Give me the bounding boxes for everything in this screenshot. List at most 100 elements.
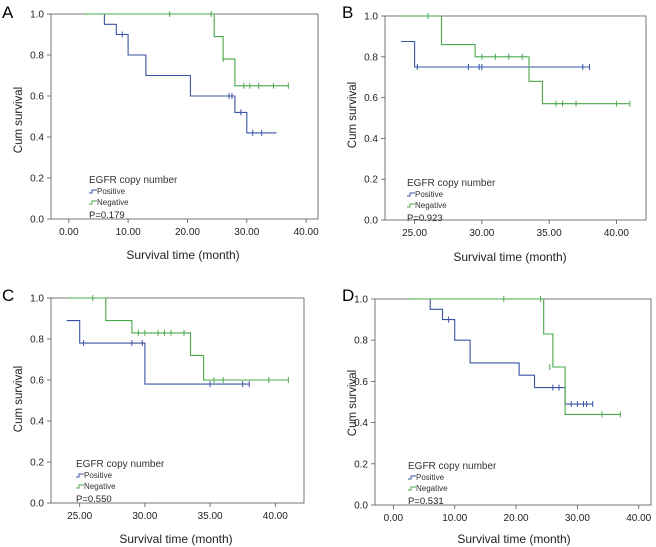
- legend: EGFR copy number Positive Negative: [407, 178, 496, 210]
- y-axis-label: Cum survival: [347, 370, 359, 436]
- panel-letter: B: [342, 3, 353, 22]
- km-curve-positive: [66, 320, 250, 385]
- x-tick-label: 30.00: [234, 227, 259, 238]
- legend-title: EGFR copy number: [407, 178, 496, 189]
- plot-b: 0.0 0.2 0.4 0.6 0.8 1.0 25.00 30.00 35.00 40.00: [364, 12, 647, 239]
- legend: EGFR copy number Positive Negative: [89, 175, 178, 207]
- x-tick-label: 30.00: [469, 228, 494, 239]
- panel-letter: C: [2, 286, 14, 305]
- x-axis-label: Survival time (month): [457, 532, 570, 546]
- legend-positive-swatch: [407, 192, 415, 197]
- x-tick-label: 40.00: [626, 513, 651, 524]
- legend-positive-label: Positive: [97, 187, 126, 196]
- legend-title: EGFR copy number: [408, 461, 497, 472]
- km-curve-positive: [401, 40, 590, 68]
- x-tick-label: 25.00: [402, 228, 427, 239]
- legend: EGFR copy number Positive Negative: [408, 461, 497, 493]
- p-value-text: P=0.923: [407, 213, 443, 224]
- p-value-text: P=0.550: [76, 494, 112, 505]
- panel-letter: A: [2, 3, 14, 22]
- x-tick-label: 40.00: [294, 227, 319, 238]
- panel-d: D Cum survival Survival time (month) EGF…: [342, 286, 571, 546]
- panel-b: B Cum survival Survival time (month) EGF…: [342, 3, 567, 264]
- x-tick-label: 10.00: [442, 513, 467, 524]
- plot-c: 0.0 0.2 0.4 0.6 0.8 1.0 25.00 30.00 35.00 40.00: [30, 294, 305, 522]
- plot-layers: 0.0 0.2 0.4 0.6 0.8 1.0 0.00 10.00 20.00 30.00 40.…: [30, 10, 652, 525]
- y-tick-label: 1.0: [354, 295, 368, 306]
- legend-negative-label: Negative: [84, 482, 116, 491]
- y-tick-label: 0.8: [364, 52, 378, 63]
- y-tick-label: 0.8: [30, 51, 44, 62]
- y-tick-label: 1.0: [30, 10, 44, 21]
- y-tick-label: 0.0: [354, 501, 368, 512]
- plot-d: 0.0 0.2 0.4 0.6 0.8 1.0 0.00 10.00 20.00 30.00 40.…: [354, 295, 652, 525]
- y-tick-label: 1.0: [30, 294, 44, 305]
- x-axis-label: Survival time (month): [126, 248, 239, 262]
- y-tick-label: 0.2: [354, 459, 368, 470]
- x-axis-label: Survival time (month): [453, 250, 566, 264]
- plot-frame: [384, 15, 647, 221]
- y-tick-label: 0.2: [30, 458, 44, 469]
- legend-title: EGFR copy number: [76, 459, 165, 470]
- y-tick-label: 0.6: [354, 377, 368, 388]
- x-tick-label: 30.00: [565, 513, 590, 524]
- km-curve-negative: [408, 298, 621, 415]
- y-tick-label: 0.8: [354, 336, 368, 347]
- y-tick-label: 0.4: [30, 133, 44, 144]
- km-curve-negative: [83, 13, 289, 87]
- y-tick-label: 0.6: [364, 93, 378, 104]
- legend-negative-swatch: [408, 486, 416, 491]
- km-curve-positive: [83, 13, 277, 134]
- legend-positive-label: Positive: [415, 190, 444, 199]
- y-tick-label: 1.0: [364, 12, 378, 23]
- y-tick-label: 0.4: [30, 417, 44, 428]
- x-tick-label: 40.00: [604, 228, 629, 239]
- y-tick-label: 0.4: [354, 418, 368, 429]
- x-axis-label: Survival time (month): [119, 532, 232, 546]
- y-axis-label: Cum survival: [347, 82, 359, 148]
- km-curve-positive: [408, 298, 593, 405]
- p-value-text: P=0.179: [89, 210, 125, 221]
- y-tick-label: 0.2: [364, 175, 378, 186]
- y-tick-label: 0.6: [30, 92, 44, 103]
- plot-frame: [50, 13, 319, 220]
- y-tick-label: 0.0: [30, 215, 44, 226]
- legend-negative-swatch: [89, 200, 97, 205]
- legend-negative-label: Negative: [415, 201, 447, 210]
- legend: EGFR copy number Positive Negative: [76, 459, 165, 491]
- x-tick-label: 40.00: [263, 511, 288, 522]
- y-tick-label: 0.0: [30, 499, 44, 510]
- legend-negative-label: Negative: [416, 484, 448, 493]
- plot-frame: [50, 297, 305, 504]
- legend-positive-swatch: [89, 189, 97, 194]
- x-tick-label: 35.00: [537, 228, 562, 239]
- y-tick-label: 0.6: [30, 376, 44, 387]
- legend-positive-swatch: [408, 475, 416, 480]
- y-axis-label: Cum survival: [13, 366, 25, 432]
- legend-title: EGFR copy number: [89, 175, 178, 186]
- legend-positive-label: Positive: [416, 473, 445, 482]
- x-tick-label: 0.00: [59, 227, 79, 238]
- panel-letter: D: [342, 286, 354, 305]
- legend-negative-label: Negative: [97, 198, 129, 207]
- panel-c: C Cum survival Survival time (month) EGF…: [2, 286, 233, 546]
- legend-positive-swatch: [76, 473, 84, 478]
- x-tick-label: 0.00: [384, 513, 404, 524]
- legend-positive-label: Positive: [84, 471, 113, 480]
- panel-a: A Cum survival Survival time (month) EGF…: [2, 3, 240, 262]
- legend-negative-swatch: [407, 203, 415, 208]
- p-value-text: P=0.531: [408, 496, 444, 507]
- x-tick-label: 25.00: [67, 511, 92, 522]
- y-tick-label: 0.4: [364, 134, 378, 145]
- x-tick-label: 20.00: [504, 513, 529, 524]
- km-curve-negative: [401, 15, 630, 105]
- x-tick-label: 30.00: [132, 511, 157, 522]
- y-axis-label: Cum survival: [13, 87, 25, 153]
- x-tick-label: 10.00: [116, 227, 141, 238]
- plot-a: 0.0 0.2 0.4 0.6 0.8 1.0 0.00 10.00 20.00 30.00 40.…: [30, 10, 319, 239]
- y-tick-label: 0.2: [30, 174, 44, 185]
- legend-negative-swatch: [76, 484, 84, 489]
- x-tick-label: 35.00: [198, 511, 223, 522]
- x-tick-label: 20.00: [175, 227, 200, 238]
